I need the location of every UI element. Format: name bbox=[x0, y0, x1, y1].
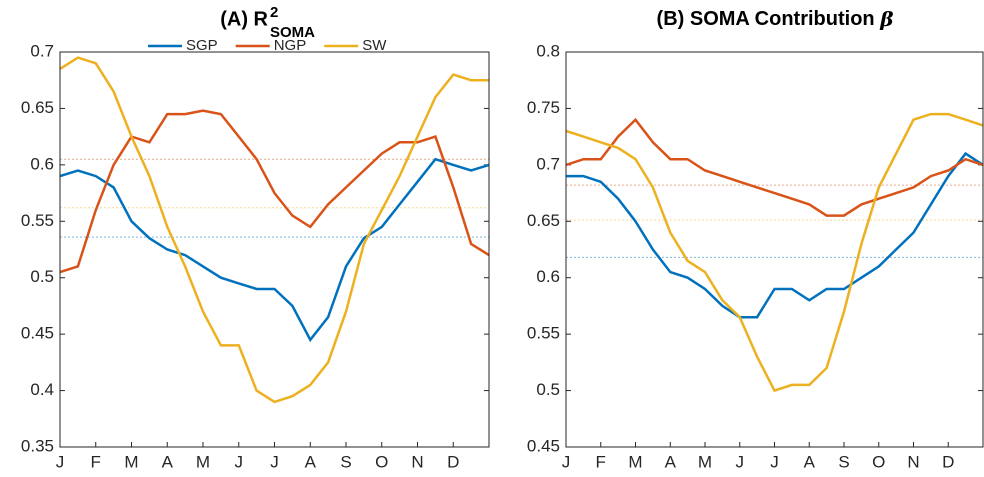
x-tick-label: S bbox=[340, 452, 351, 471]
series-line bbox=[59, 109, 490, 274]
x-tick-label: J bbox=[235, 452, 244, 471]
title-text: (B) SOMA Contribution bbox=[657, 8, 881, 30]
x-tick-label: D bbox=[942, 452, 954, 471]
y-tick-label: 0.7 bbox=[536, 154, 560, 173]
series-line bbox=[59, 56, 489, 404]
x-tick-label: M bbox=[124, 452, 138, 471]
x-tick-label: J bbox=[56, 452, 65, 471]
x-tick-label: M bbox=[628, 452, 642, 471]
x-tick-label: O bbox=[375, 452, 388, 471]
y-tick-label: 0.45 bbox=[21, 324, 54, 343]
x-tick-label: A bbox=[305, 452, 317, 471]
x-tick-label: N bbox=[411, 452, 423, 471]
x-tick-label: D bbox=[447, 452, 459, 471]
x-tick-label: J bbox=[562, 452, 571, 471]
y-tick-label: 0.75 bbox=[527, 98, 560, 117]
legend-label: SW bbox=[362, 37, 387, 54]
y-tick-label: 0.4 bbox=[30, 380, 54, 399]
y-tick-label: 0.55 bbox=[21, 211, 54, 230]
plot-frame bbox=[59, 51, 490, 448]
x-tick-label: J bbox=[770, 452, 779, 471]
x-tick-label: A bbox=[162, 452, 174, 471]
chart-title: (A) R bbox=[220, 8, 268, 30]
y-tick-label: 0.7 bbox=[30, 41, 54, 60]
chart-title: (B) SOMA Contribution β bbox=[657, 7, 894, 31]
x-tick-label: J bbox=[736, 452, 745, 471]
series-line bbox=[565, 117, 984, 217]
x-tick-label: J bbox=[270, 452, 279, 471]
y-tick-label: 0.65 bbox=[21, 98, 54, 117]
series-line bbox=[566, 151, 984, 319]
x-tick-label: M bbox=[698, 452, 712, 471]
y-tick-label: 0.35 bbox=[21, 436, 54, 455]
x-tick-label: F bbox=[596, 452, 606, 471]
y-tick-label: 0.6 bbox=[536, 267, 560, 286]
title-symbol: β bbox=[879, 7, 893, 31]
x-tick-label: A bbox=[665, 452, 677, 471]
plot-frame bbox=[565, 51, 984, 448]
y-tick-label: 0.5 bbox=[30, 267, 54, 286]
y-tick-label: 0.65 bbox=[527, 211, 560, 230]
series-line bbox=[565, 112, 984, 393]
x-tick-label: A bbox=[804, 452, 816, 471]
y-tick-label: 0.55 bbox=[527, 324, 560, 343]
title-subscript: SOMA bbox=[270, 24, 315, 41]
y-tick-label: 0.8 bbox=[536, 41, 560, 60]
title-superscript: 2 bbox=[270, 4, 278, 21]
x-tick-label: O bbox=[872, 452, 885, 471]
y-tick-label: 0.6 bbox=[30, 154, 54, 173]
series-line bbox=[59, 157, 490, 343]
x-tick-label: M bbox=[196, 452, 210, 471]
x-tick-label: N bbox=[907, 452, 919, 471]
legend-label: NGP bbox=[274, 37, 307, 54]
y-tick-label: 0.5 bbox=[536, 380, 560, 399]
x-tick-label: S bbox=[838, 452, 849, 471]
legend-label: SGP bbox=[186, 37, 218, 54]
x-tick-label: F bbox=[91, 452, 101, 471]
y-tick-label: 0.45 bbox=[527, 436, 560, 455]
